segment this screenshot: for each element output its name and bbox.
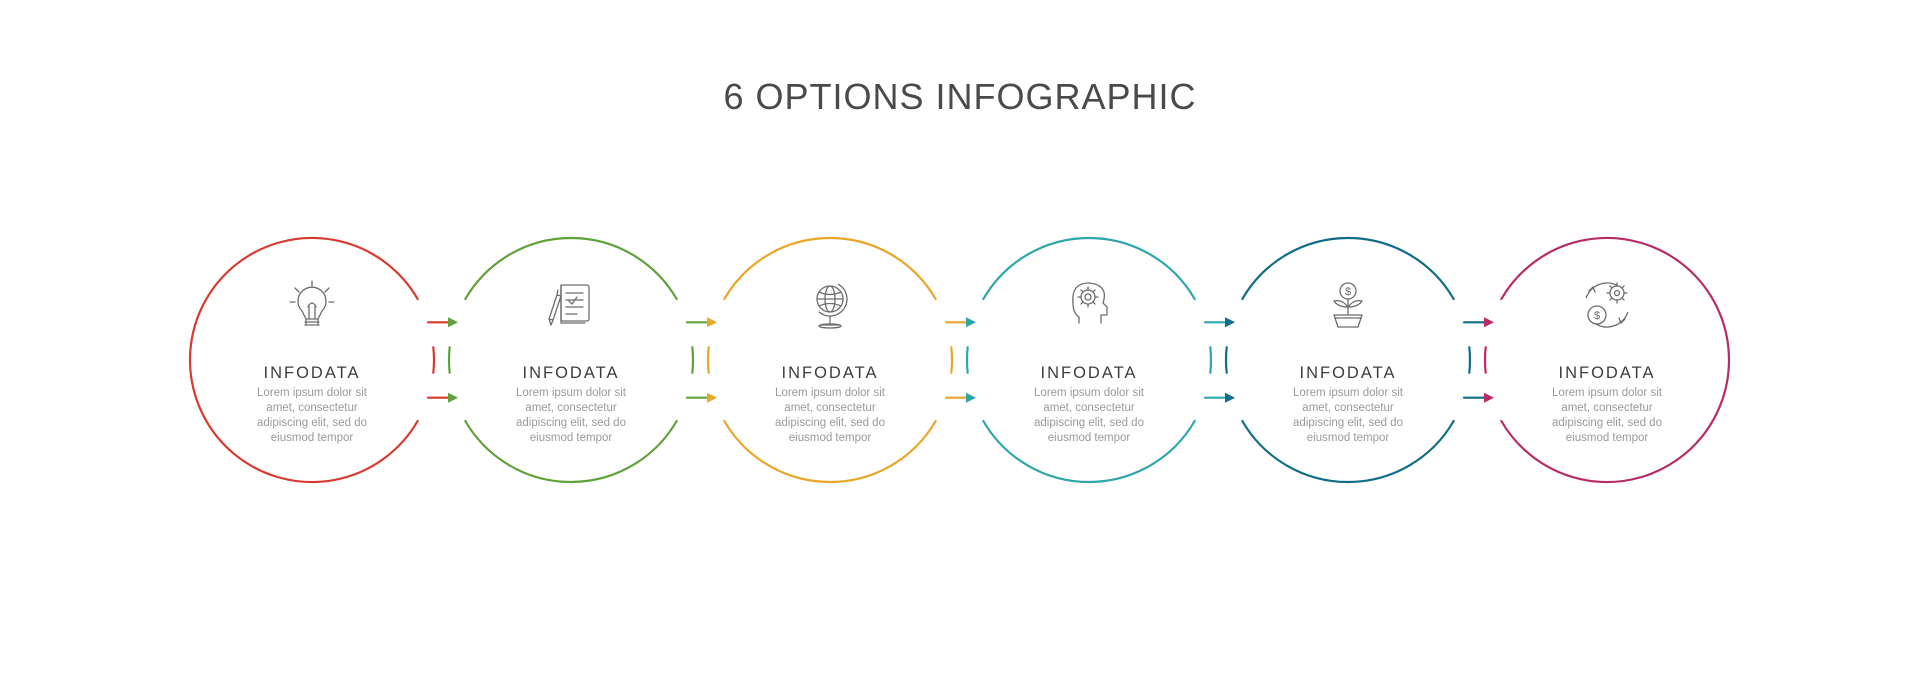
arrow-head <box>1225 393 1235 403</box>
clipboard-icon <box>549 285 589 325</box>
arrow-head <box>448 393 458 403</box>
option-ring <box>1469 347 1470 373</box>
lightbulb-icon <box>290 281 334 325</box>
arrow-head <box>966 317 976 327</box>
option-ring <box>465 238 676 299</box>
option-ring <box>1501 238 1729 482</box>
arrow-head <box>707 393 717 403</box>
option-ring <box>1226 347 1227 373</box>
option-step-3: INFODATA Lorem ipsum dolor sitamet, conse… <box>708 238 976 482</box>
head-gear-icon <box>1073 283 1107 323</box>
option-step-2: INFODATA Lorem ipsum dolor sitamet, conse… <box>449 238 717 482</box>
option-heading: INFODATA <box>264 364 361 382</box>
option-heading: INFODATA <box>1041 364 1138 382</box>
globe-icon <box>817 284 847 328</box>
option-ring <box>983 421 1194 482</box>
options-chain: INFODATA Lorem ipsum dolor sitamet, conse… <box>0 210 1920 510</box>
option-heading: INFODATA <box>782 364 879 382</box>
option-heading: INFODATA <box>523 364 620 382</box>
money-cycle-icon: $ <box>1586 283 1627 327</box>
arrow-head <box>966 393 976 403</box>
option-heading: INFODATA <box>1300 364 1397 382</box>
option-step-4: INFODATA Lorem ipsum dolor sitamet, conse… <box>967 238 1235 482</box>
page-title: 6 OPTIONS INFOGRAPHIC <box>0 76 1920 118</box>
option-step-6: $ INFODATA Lorem ipsum dolor sitamet, cons… <box>1485 238 1729 482</box>
option-ring <box>465 421 676 482</box>
infographic-page: 6 OPTIONS INFOGRAPHIC INFODATA Lorem ipsu… <box>0 0 1920 698</box>
option-ring <box>967 347 968 373</box>
option-body: Lorem ipsum dolor sitamet, consecteturad… <box>775 387 886 444</box>
arrow-head <box>1484 317 1494 327</box>
option-body: Lorem ipsum dolor sitamet, consecteturad… <box>257 387 368 444</box>
arrow-head <box>1484 393 1494 403</box>
option-ring <box>1210 347 1211 373</box>
option-ring <box>708 347 709 373</box>
option-body: Lorem ipsum dolor sitamet, consecteturad… <box>1552 387 1663 444</box>
option-body: Lorem ipsum dolor sitamet, consecteturad… <box>1293 387 1404 444</box>
option-ring <box>951 347 952 373</box>
svg-text:$: $ <box>1594 310 1600 322</box>
option-body: Lorem ipsum dolor sitamet, consecteturad… <box>516 387 627 444</box>
option-heading: INFODATA <box>1559 364 1656 382</box>
option-ring <box>1485 347 1486 373</box>
option-ring <box>692 347 693 373</box>
arrow-head <box>448 317 458 327</box>
option-ring <box>724 238 935 299</box>
option-ring <box>433 347 434 373</box>
option-ring <box>449 347 450 373</box>
svg-text:$: $ <box>1345 286 1351 298</box>
money-plant-icon: $ <box>1334 283 1362 327</box>
arrow-head <box>1225 317 1235 327</box>
option-step-1: INFODATA Lorem ipsum dolor sitamet, conse… <box>190 238 458 482</box>
arrow-head <box>707 317 717 327</box>
option-ring <box>724 421 935 482</box>
option-step-5: $ INFODATA Lorem ipsum dolor sitamet, cons… <box>1226 238 1494 482</box>
option-ring <box>190 238 418 482</box>
option-ring <box>1242 421 1453 482</box>
option-body: Lorem ipsum dolor sitamet, consecteturad… <box>1034 387 1145 444</box>
